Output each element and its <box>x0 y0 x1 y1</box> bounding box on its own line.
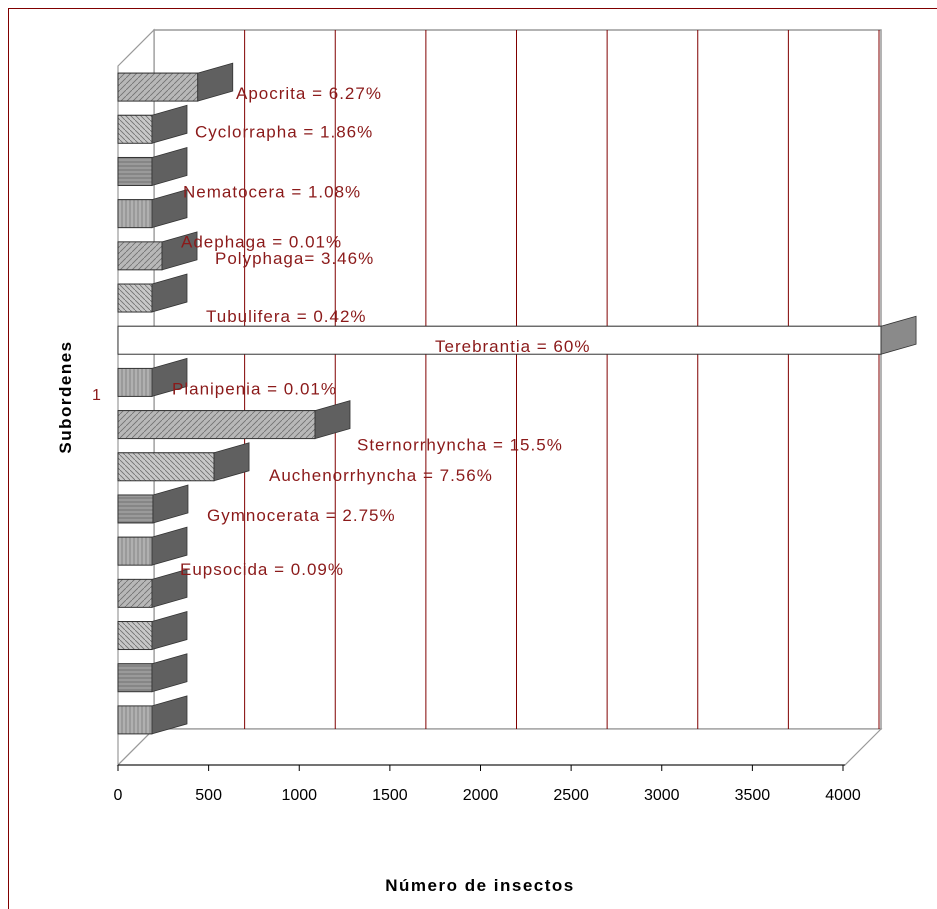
bar-1 <box>117 114 153 144</box>
frame-left-border <box>8 8 9 909</box>
bar-label-10: Gymnocerata = 2.75% <box>207 506 396 525</box>
x-tick-label-3000: 3000 <box>644 787 680 804</box>
bar-4 <box>117 241 163 271</box>
bar-7 <box>117 367 153 397</box>
x-tick-label-2500: 2500 <box>553 787 589 804</box>
x-tick-label-1500: 1500 <box>372 787 408 804</box>
bar-11 <box>117 536 153 566</box>
x-axis-ticks: 0 500 1000 1500 2000 2500 3000 3500 4000 <box>114 764 861 804</box>
bar-end-5 <box>151 273 188 313</box>
bar-10 <box>117 494 154 524</box>
bar-label-7: Planipenia = 0.01% <box>172 379 337 398</box>
bar-15 <box>117 705 153 735</box>
bar-end-12 <box>151 568 188 608</box>
bar-2 <box>117 156 153 186</box>
bar-end-0 <box>197 62 234 102</box>
bar-end-2 <box>151 146 188 186</box>
bar-9 <box>117 452 215 482</box>
bar-14 <box>117 663 153 693</box>
bar-end-8 <box>314 400 351 440</box>
floor <box>116 728 883 766</box>
bar-end-7 <box>151 357 188 397</box>
bar-label-4: Polyphaga= 3.46% <box>215 249 374 268</box>
bar-label-1: Cyclorrapha = 1.86% <box>195 122 373 141</box>
x-tick-label-0: 0 <box>114 787 123 804</box>
x-tick-label-3500: 3500 <box>735 787 771 804</box>
bar-8 <box>117 410 316 440</box>
bar-6 <box>117 325 882 355</box>
bar-end-10 <box>152 484 189 524</box>
bar-label-11: Eupsocida = 0.09% <box>180 560 344 579</box>
bar-label-2: Nematocera = 1.08% <box>183 182 361 201</box>
bar-end-14 <box>151 653 188 693</box>
gridlines <box>244 30 880 729</box>
bar-5 <box>117 283 153 313</box>
frame-top-border <box>8 8 937 9</box>
bar-0 <box>117 72 199 102</box>
bar-end-11 <box>151 526 188 566</box>
bar-label-6: Terebrantia = 60% <box>435 337 590 356</box>
bar-label-3: Adephaga = 0.01% <box>181 233 342 252</box>
bar-12 <box>117 578 153 608</box>
bar-end-13 <box>151 611 188 651</box>
x-tick-label-500: 500 <box>195 787 222 804</box>
x-axis-title: Número de insectos <box>385 876 575 895</box>
bar-end-1 <box>151 104 188 144</box>
bar-end-15 <box>151 695 188 735</box>
bar-end-4 <box>161 231 198 271</box>
category-label: 1 <box>92 387 101 404</box>
bar-3 <box>117 199 153 229</box>
bar-13 <box>117 621 153 651</box>
bar-label-0: Apocrita = 6.27% <box>236 84 382 103</box>
bar-end-3 <box>151 189 188 229</box>
bar-label-9: Auchenorrhyncha = 7.56% <box>269 466 493 485</box>
y-axis-title: Subordenes <box>56 340 75 453</box>
bars-group <box>117 62 917 735</box>
bar-annotations: Apocrita = 6.27% Cyclorrapha = 1.86% Nemat… <box>172 84 590 579</box>
bar-end-6 <box>880 315 917 355</box>
x-tick-label-4000: 4000 <box>825 787 861 804</box>
x-tick-label-2000: 2000 <box>463 787 499 804</box>
bar-end-9 <box>213 442 250 482</box>
bar-label-5: Tubulifera = 0.42% <box>206 307 367 326</box>
x-tick-label-1000: 1000 <box>281 787 317 804</box>
bar-label-8: Sternorrhyncha = 15.5% <box>357 436 563 455</box>
